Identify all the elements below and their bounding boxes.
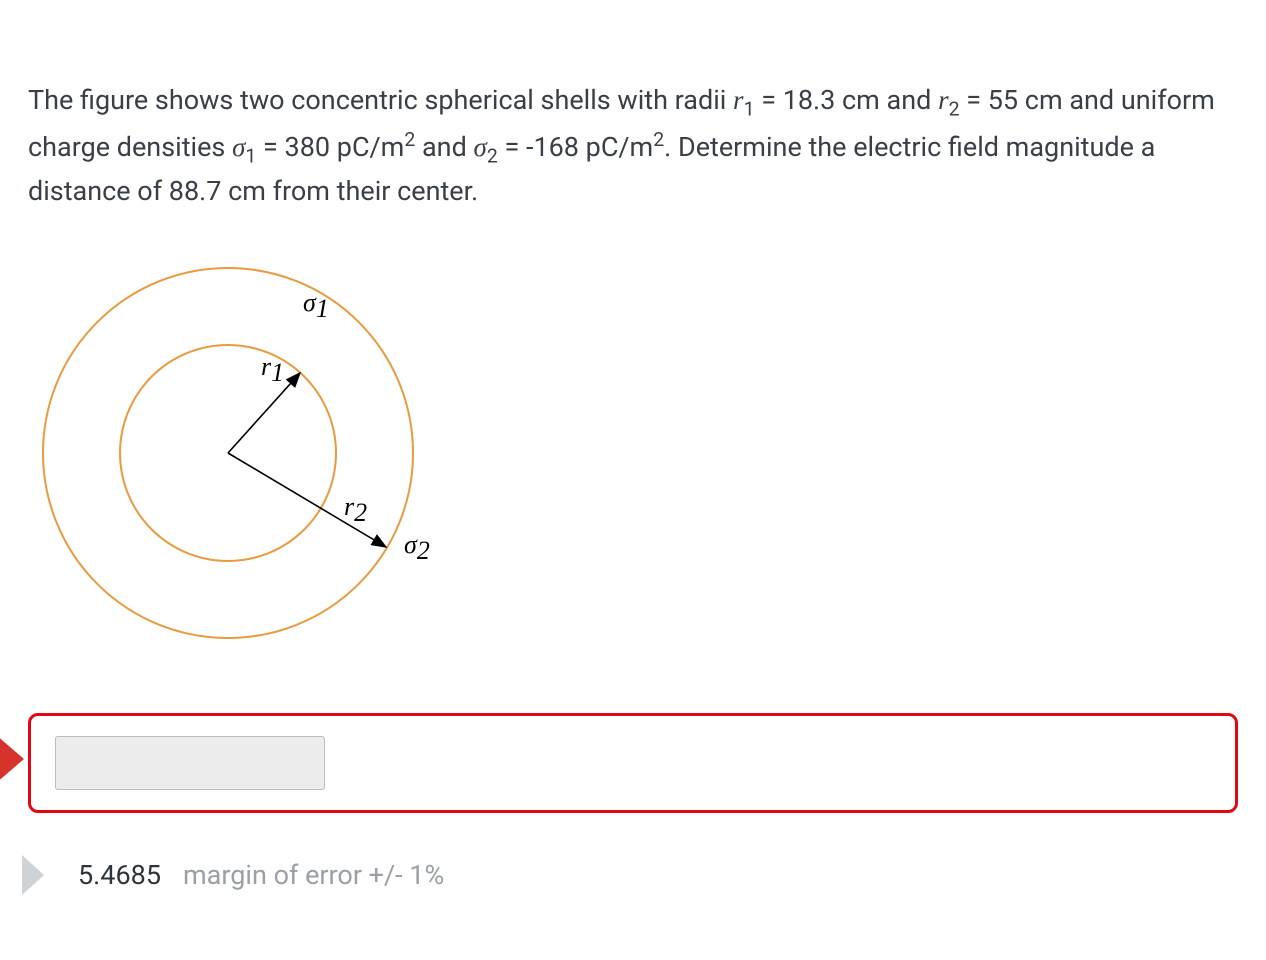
sub-r2: 2 (949, 97, 960, 120)
figure-shells: σ1 r1 r2 σ2 (28, 243, 1238, 663)
margin-label: margin of error +/- 1% (183, 859, 444, 891)
r1-arrow (228, 373, 300, 453)
correct-answer-row: 5.4685 margin of error +/- 1% (28, 855, 1238, 895)
text-s1eq: = 380 pC/m (256, 131, 404, 163)
sub-s2: 2 (487, 144, 498, 167)
label-sigma2: σ2 (404, 530, 430, 565)
sup-sq2: 2 (653, 128, 664, 151)
answer-box (28, 713, 1238, 813)
label-r1: r1 (261, 352, 284, 387)
var-r1: r (733, 85, 744, 115)
correct-value: 5.4685 (78, 859, 161, 891)
answer-row (28, 713, 1238, 813)
sup-sq1: 2 (404, 128, 415, 151)
label-r2: r2 (344, 492, 367, 527)
var-s1: σ (232, 132, 245, 162)
text-and: and (415, 131, 473, 163)
sub-r1: 1 (744, 97, 755, 120)
chevron-right-icon (22, 855, 44, 895)
problem-page: The figure shows two concentric spherica… (0, 0, 1266, 935)
var-r2: r (938, 85, 949, 115)
text-r1eq: = 18.3 cm and (755, 84, 939, 116)
text-intro: The figure shows two concentric spherica… (28, 84, 733, 116)
sub-s1: 1 (245, 144, 256, 167)
var-s2: σ (474, 132, 487, 162)
answer-input[interactable] (55, 736, 325, 790)
incorrect-arrow-icon (0, 735, 24, 783)
shells-diagram: σ1 r1 r2 σ2 (28, 243, 458, 663)
label-sigma1: σ1 (303, 288, 329, 323)
text-s2eq: = -168 pC/m (498, 131, 653, 163)
problem-statement: The figure shows two concentric spherica… (28, 80, 1238, 213)
